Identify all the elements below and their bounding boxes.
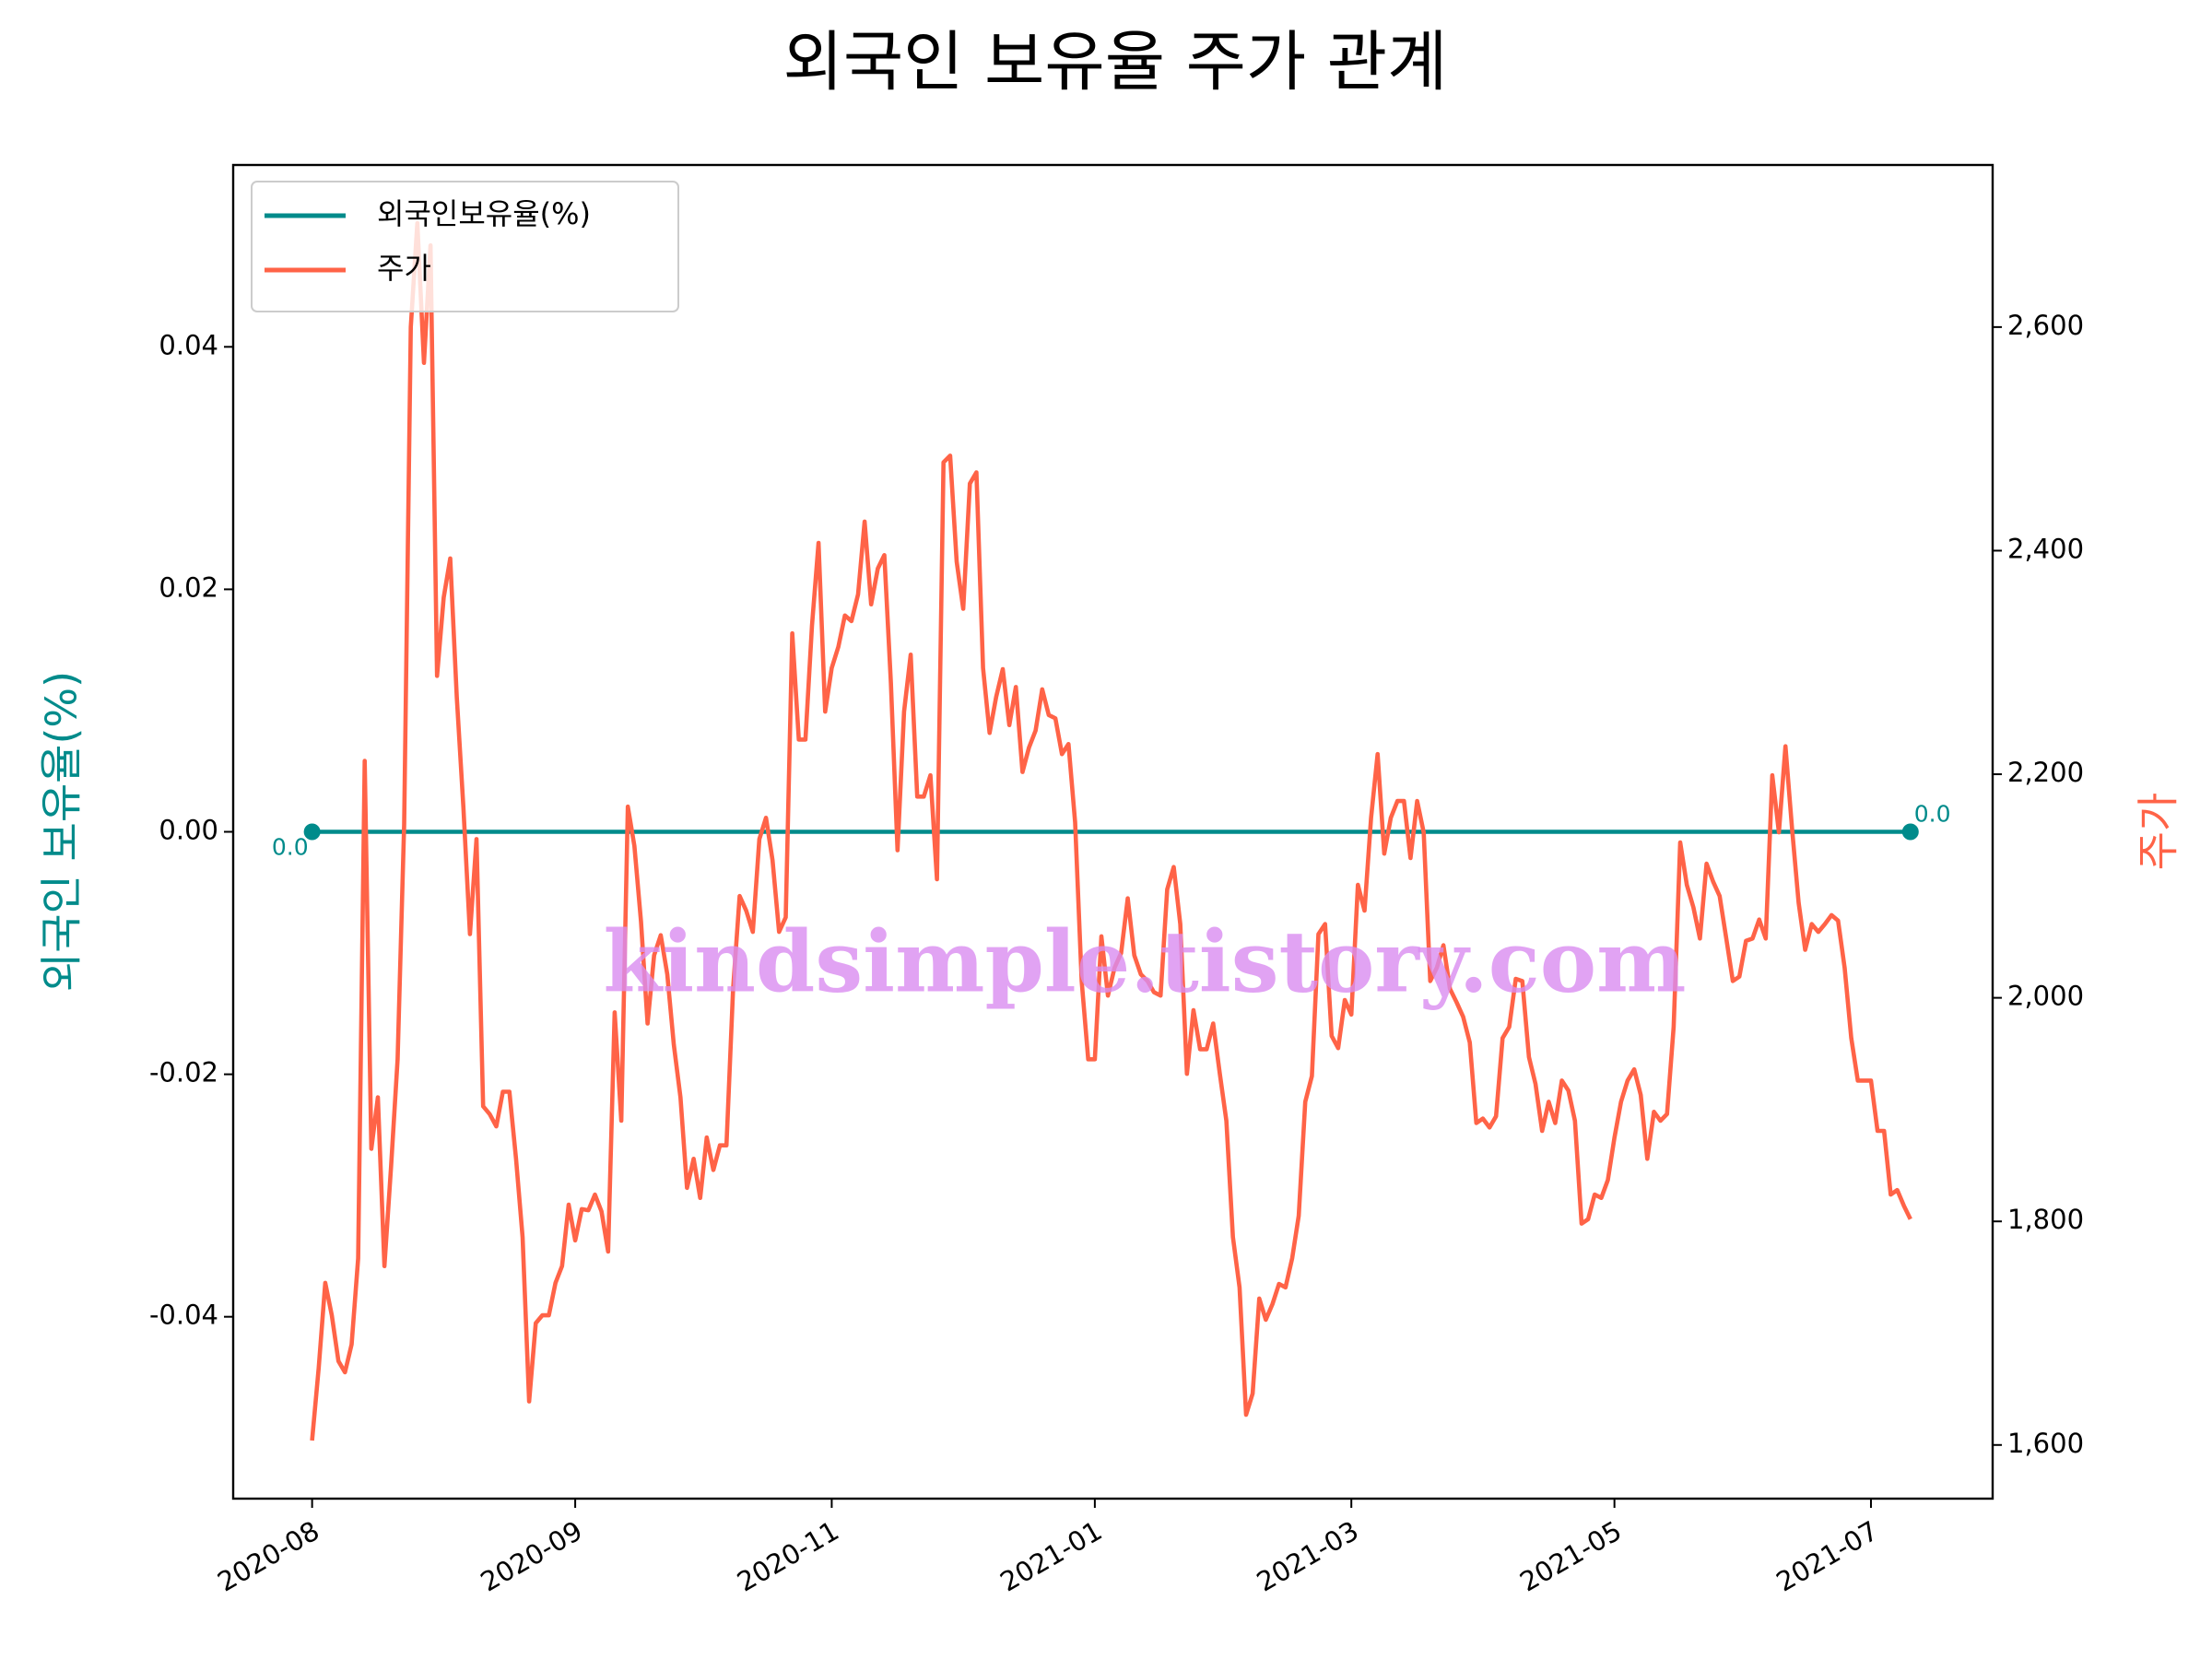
y2-tick-label: 2,200: [2007, 757, 2084, 788]
y2-tick-label: 2,000: [2007, 981, 2084, 1012]
watermark: kindsimple.tistory.com: [603, 912, 1686, 1012]
legend-label: 주가: [377, 251, 431, 286]
y-tick-label: 0.00: [159, 815, 218, 846]
legend-box: [251, 181, 679, 312]
point-marker: [303, 823, 321, 841]
chart-title: 외국인 보유율 주가 관계: [783, 24, 1448, 100]
value-label: 0.0: [272, 834, 309, 861]
y-tick-label: 0.04: [159, 329, 218, 360]
y2-tick-label: 1,600: [2007, 1428, 2084, 1459]
point-marker: [1901, 823, 1919, 841]
plot-frame: [231, 163, 1994, 1500]
y2-axis-label: 주가: [2134, 793, 2183, 871]
legend-label: 외국인보유율(%): [377, 196, 591, 231]
y2-tick-label: 2,600: [2007, 310, 2084, 341]
y-axis-label: 외국인 보유율(%): [37, 671, 87, 992]
series-line: [310, 220, 1912, 1441]
y2-tick-label: 2,400: [2007, 533, 2084, 564]
y2-tick-label: 1,800: [2007, 1204, 2084, 1235]
value-label: 0.0: [1914, 801, 1951, 828]
y-tick-label: -0.04: [149, 1300, 218, 1331]
y-tick-label: -0.02: [149, 1057, 218, 1088]
y-tick-label: 0.02: [159, 571, 218, 603]
